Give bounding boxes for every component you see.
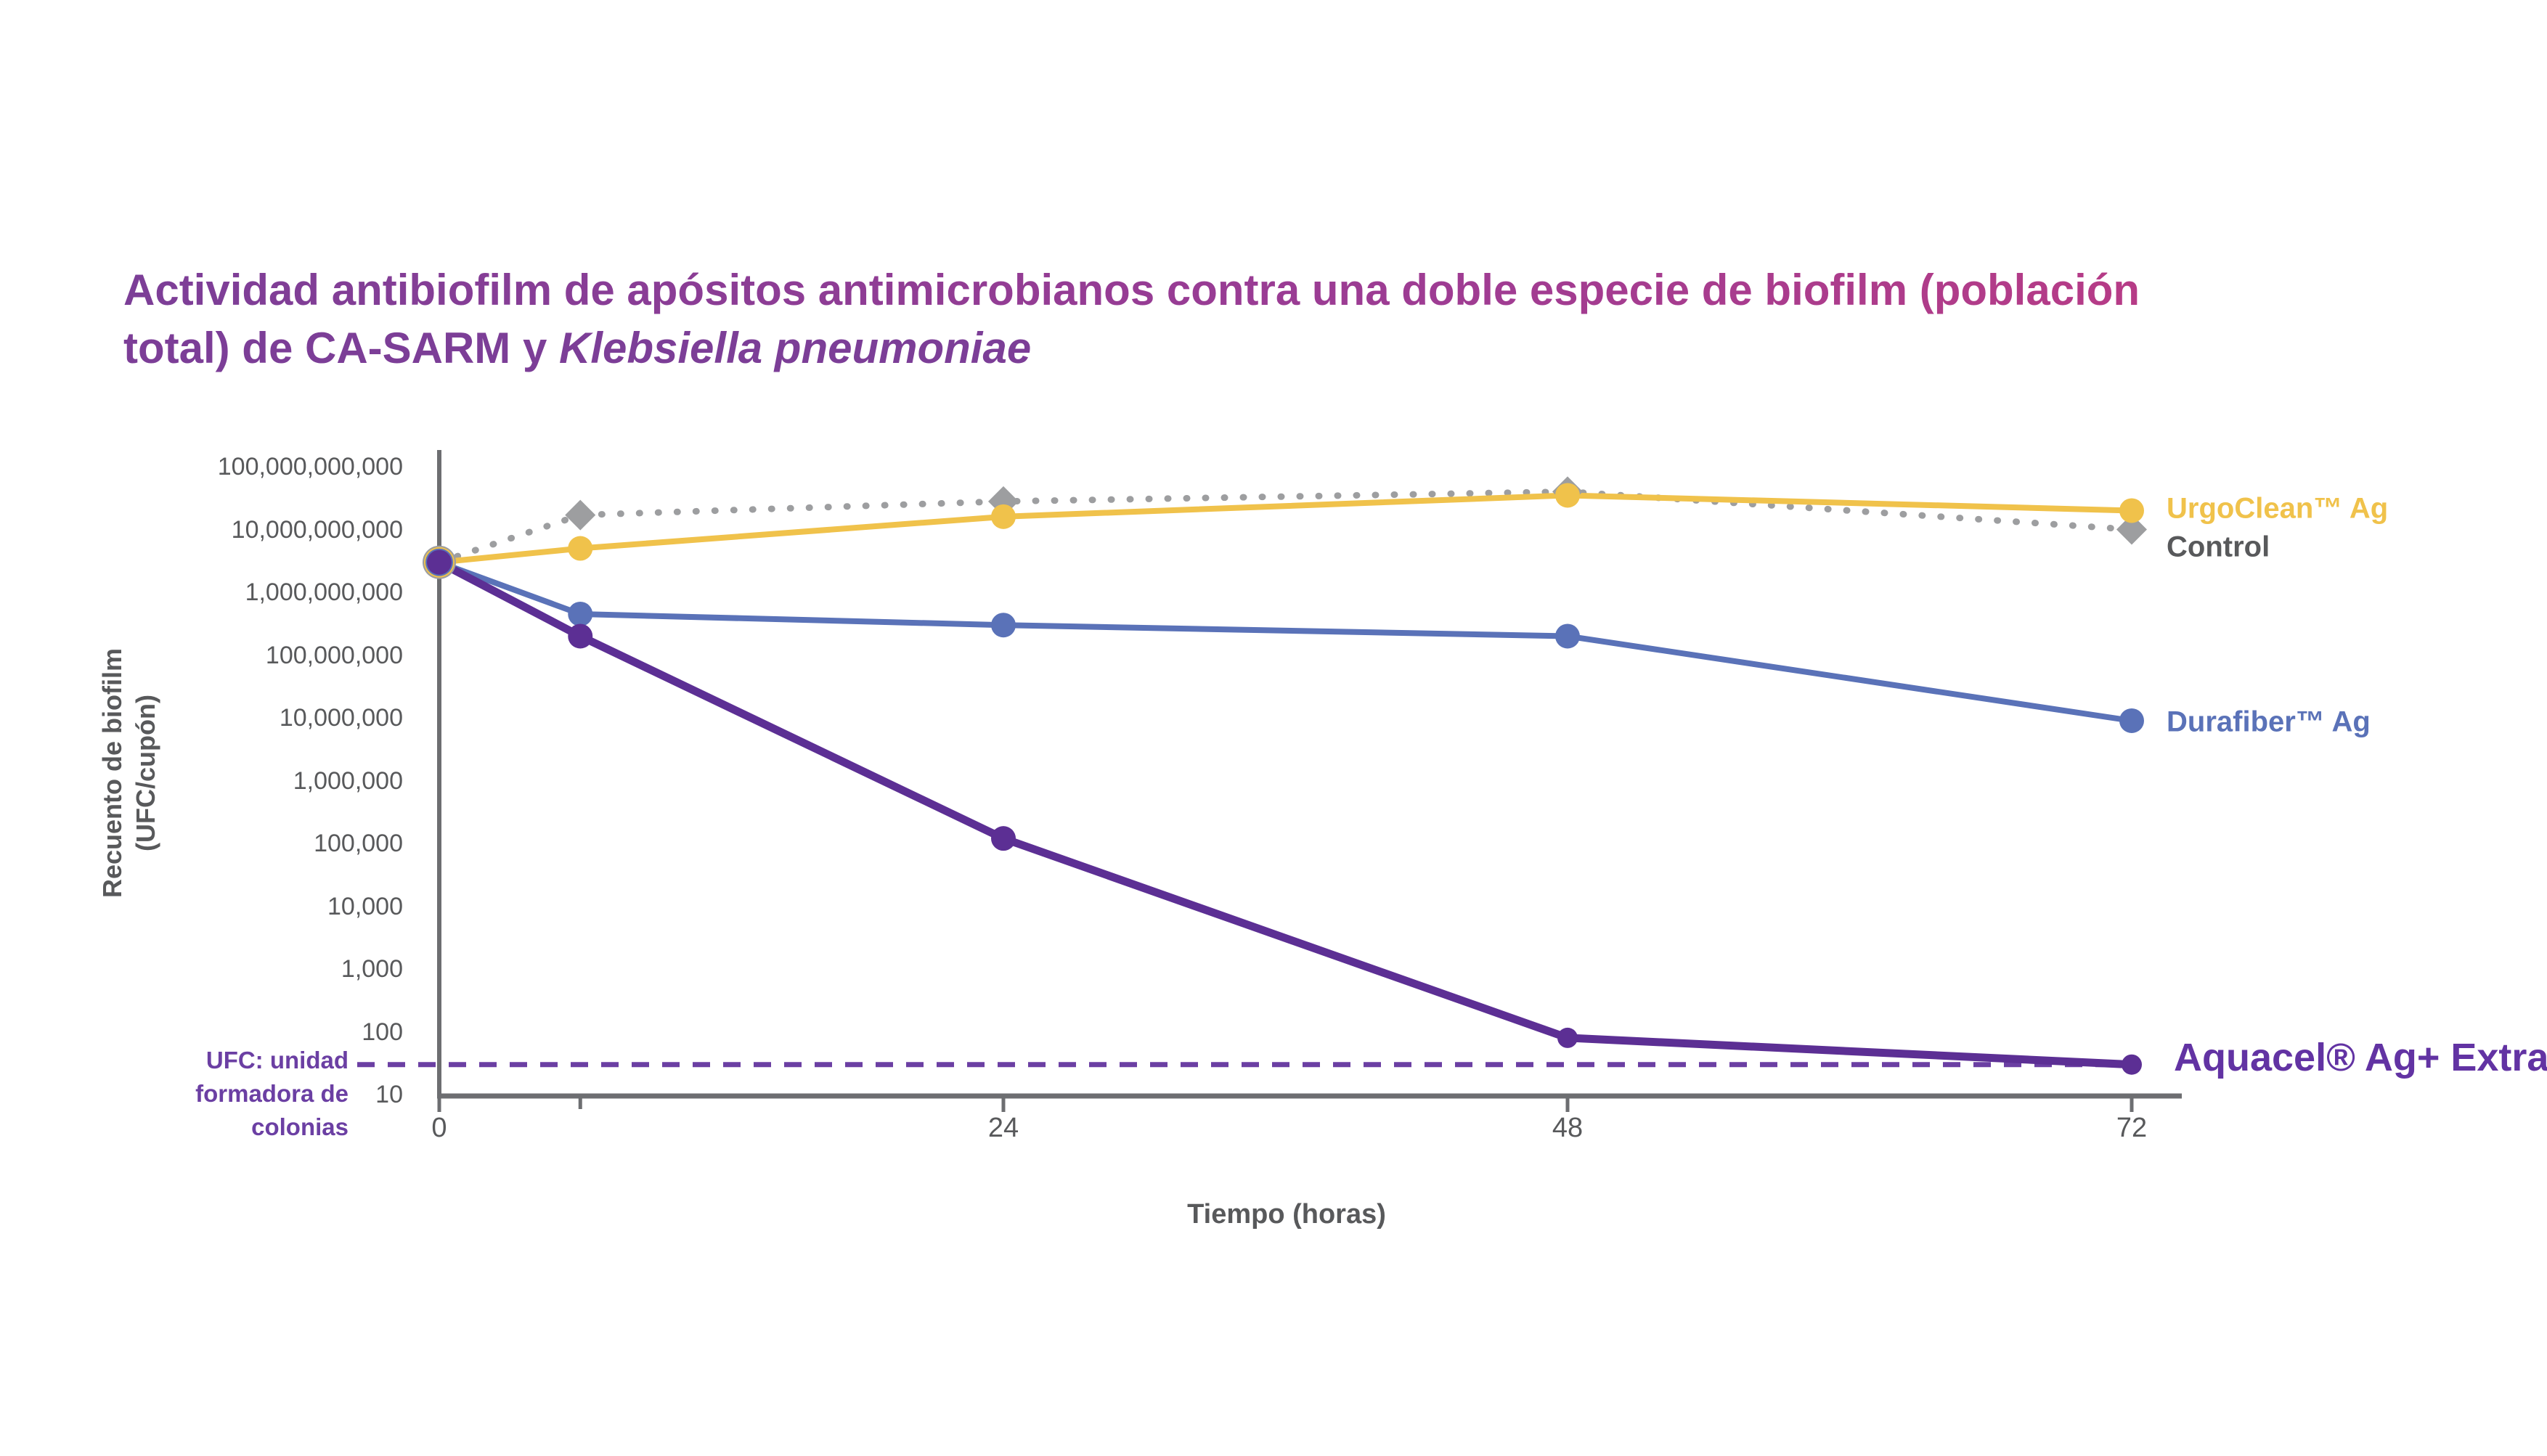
chart-title-line2: total) de CA-SARM y Klebsiella pneumonia…: [123, 319, 2505, 377]
series-marker-durafiber-ag: [568, 601, 593, 626]
series-marker-aquacel-ag-extra: [568, 623, 593, 649]
x-tick-label: 72: [2116, 1113, 2148, 1143]
series-marker-aquacel-ag-extra: [2122, 1054, 2142, 1075]
y-tick-label: 100,000,000,000: [217, 453, 403, 480]
series-marker-urgoclean-ag: [991, 504, 1016, 529]
chart-title-line2-prefix: total) de CA-SARM y: [123, 324, 559, 372]
y-tick-label: 1,000,000: [293, 766, 403, 795]
y-tick-label: 10,000,000,000: [231, 515, 403, 544]
y-tick-label: 1,000: [341, 955, 403, 983]
y-tick-label: 100,000: [314, 830, 403, 857]
series-marker-aquacel-ag-extra: [1557, 1027, 1578, 1048]
series-marker-control: [2116, 514, 2147, 545]
x-tick-label: 48: [1552, 1113, 1584, 1143]
chart-title: Actividad antibiofilm de apósitos antimi…: [123, 261, 2505, 377]
series-label-aquacel-ag-extra: Aquacel® Ag+ Extra™: [2174, 1035, 2547, 1079]
series-line-urgoclean-ag: [436, 492, 2135, 565]
series-label-urgoclean-ag: UrgoClean™ Ag: [2167, 492, 2389, 525]
series-line-aquacel-ag-extra: [435, 558, 2136, 1069]
series-marker-control: [565, 499, 596, 531]
ufc-footnote-line1: UFC: unidad: [205, 1047, 349, 1073]
ufc-footnote: UFC: unidad formadora de colonias: [94, 1044, 349, 1144]
x-tick-label: 24: [987, 1113, 1019, 1143]
x-axis-title: Tiempo (horas): [1187, 1199, 1386, 1230]
y-tick-label: 10,000,000: [279, 704, 403, 732]
series-marker-durafiber-ag: [1555, 623, 1580, 649]
series-marker-durafiber-ag: [991, 613, 1016, 638]
chart-title-species-italic: Klebsiella pneumoniae: [559, 324, 1032, 372]
series-marker-urgoclean-ag: [2119, 498, 2144, 523]
x-tick-label: 0: [431, 1113, 447, 1143]
y-tick-label: 1,000,000,000: [245, 578, 403, 606]
series-marker-aquacel-ag-extra: [991, 826, 1016, 851]
series-marker-urgoclean-ag: [568, 536, 593, 561]
y-tick-label: 10,000: [327, 892, 403, 920]
chart-title-line1: Actividad antibiofilm de apósitos antimi…: [123, 261, 2505, 319]
series-label-durafiber-ag: Durafiber™ Ag: [2167, 705, 2371, 738]
series-marker-aquacel-ag-extra: [427, 549, 452, 575]
series-marker-durafiber-ag: [2119, 708, 2144, 733]
y-tick-label: 10: [375, 1081, 403, 1108]
series-line-control: [436, 488, 2135, 566]
ufc-footnote-line3: colonias: [251, 1113, 349, 1140]
y-tick-label: 100,000,000: [265, 641, 403, 669]
series-line-durafiber-ag: [436, 559, 2135, 724]
series-marker-urgoclean-ag: [1555, 483, 1580, 508]
ufc-footnote-line2: formadora de: [195, 1080, 349, 1107]
series-label-control: Control: [2167, 531, 2270, 563]
y-tick-label: 100: [362, 1018, 403, 1046]
